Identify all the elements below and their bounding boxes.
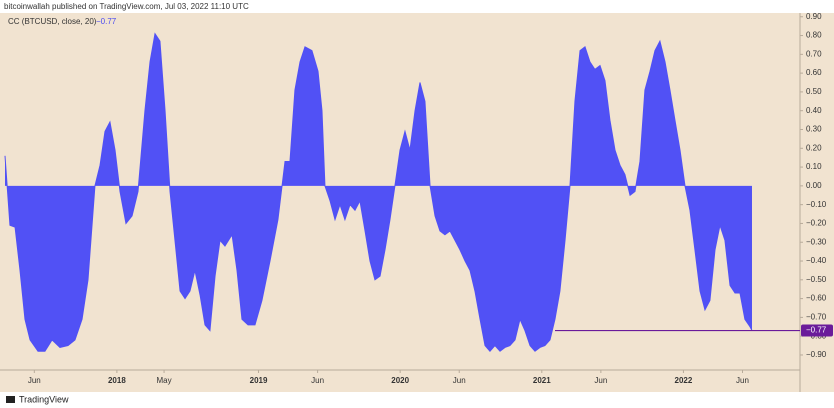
last-value-badge: [801, 324, 833, 337]
x-tick-label: Jun: [453, 376, 466, 385]
x-tick-label: Jun: [28, 376, 41, 385]
y-tick-label: −0.40: [806, 256, 827, 265]
y-tick-label: 0.30: [806, 125, 822, 134]
x-tick-label: 2020: [391, 376, 409, 385]
x-tick-label: 2018: [108, 376, 126, 385]
x-tick-label: 2021: [533, 376, 551, 385]
y-tick-label: −0.20: [806, 219, 827, 228]
y-tick-label: −0.50: [806, 275, 827, 284]
area-fill: [5, 33, 752, 352]
area-line: [4, 32, 753, 352]
x-tick-label: May: [156, 376, 171, 385]
y-tick-label: −0.10: [806, 200, 827, 209]
indicator-label: CC (BTCUSD, close, 20): [8, 17, 97, 26]
y-tick-label: 0.80: [806, 31, 822, 40]
y-tick-label: 0.40: [806, 106, 822, 115]
logo-icon: [6, 396, 15, 403]
y-tick-label: 0.00: [806, 181, 822, 190]
y-tick-label: 0.60: [806, 68, 822, 77]
indicator-value: −0.77: [96, 17, 117, 26]
x-tick-label: Jun: [594, 376, 607, 385]
y-tick-label: 0.70: [806, 49, 822, 58]
footer-logo: [6, 396, 15, 403]
x-tick-label: 2019: [250, 376, 268, 385]
footer: TradingView: [19, 394, 69, 404]
y-tick-label: −0.70: [806, 312, 827, 321]
y-tick-label: 0.50: [806, 87, 822, 96]
last-value-label: −0.77: [806, 326, 827, 335]
y-tick-label: 0.90: [806, 12, 822, 21]
x-tick-label: 2022: [675, 376, 693, 385]
y-tick-label: −0.30: [806, 237, 827, 246]
y-tick-label: −0.60: [806, 294, 827, 303]
x-tick-label: Jun: [736, 376, 749, 385]
x-tick-label: Jun: [311, 376, 324, 385]
y-tick-label: −0.90: [806, 350, 827, 359]
header: bitcoinwallah published on TradingView.c…: [4, 2, 249, 11]
y-tick-label: 0.20: [806, 143, 822, 152]
y-tick-label: 0.10: [806, 162, 822, 171]
